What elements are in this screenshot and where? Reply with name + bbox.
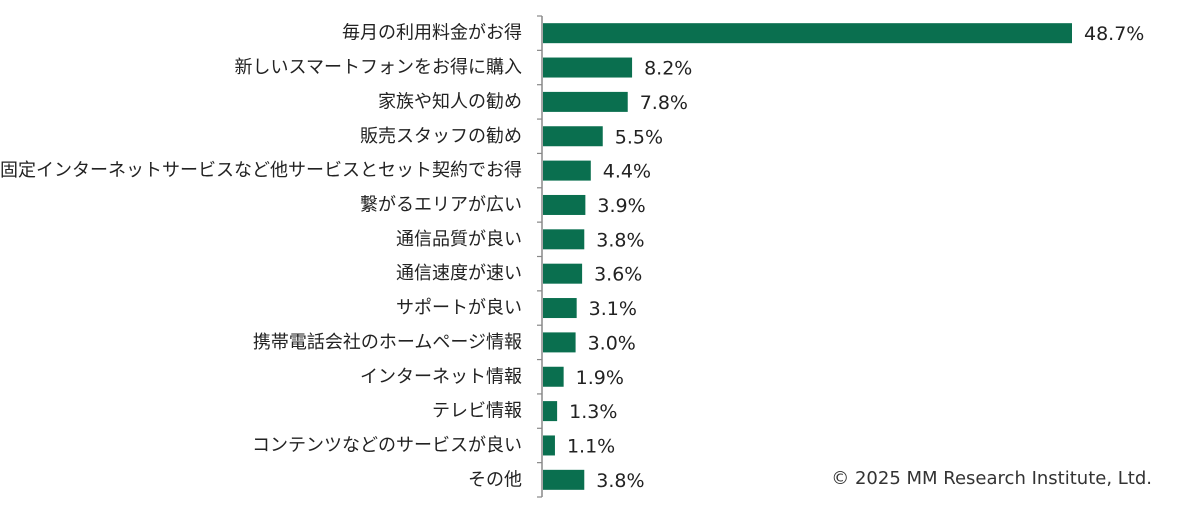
category-label: 通信速度が速い <box>396 263 522 284</box>
value-label: 3.1% <box>589 298 637 320</box>
value-label: 48.7% <box>1084 23 1144 45</box>
value-label: 1.1% <box>567 435 615 457</box>
bar <box>543 435 555 456</box>
bar <box>543 401 558 422</box>
category-label: インターネット情報 <box>360 366 522 387</box>
bar <box>543 366 564 387</box>
value-label: 7.8% <box>640 92 688 114</box>
copyright-notice: © 2025 MM Research Institute, Ltd. <box>831 468 1152 489</box>
bar <box>543 263 583 284</box>
bar <box>543 23 1072 44</box>
category-label: テレビ情報 <box>432 401 522 422</box>
bar <box>543 91 628 112</box>
category-label: その他 <box>468 469 522 490</box>
category-label: 新しいスマートフォンをお得に購入 <box>235 57 522 78</box>
value-label: 3.0% <box>588 332 636 354</box>
category-label: 毎月の利用料金がお得 <box>342 23 522 44</box>
value-label: 3.8% <box>596 229 644 251</box>
value-label: 8.2% <box>644 58 692 80</box>
category-label: サポートが良い <box>396 298 522 319</box>
bar <box>543 160 591 181</box>
category-label: 固定インターネットサービスなど他サービスとセット契約でお得 <box>0 160 522 181</box>
value-label: 3.8% <box>596 470 644 492</box>
value-label: 3.9% <box>597 195 645 217</box>
value-label: 1.9% <box>576 367 624 389</box>
value-label: 4.4% <box>603 161 651 183</box>
bar <box>543 229 585 250</box>
category-label: 家族や知人の勧め <box>378 91 522 112</box>
bar <box>543 332 576 353</box>
value-label: 5.5% <box>615 126 663 148</box>
value-label: 3.6% <box>594 264 642 286</box>
category-label: 携帯電話会社のホームページ情報 <box>253 332 522 353</box>
bar <box>543 298 577 319</box>
bar <box>543 126 603 147</box>
bar <box>543 57 633 78</box>
category-label: コンテンツなどのサービスが良い <box>252 435 522 456</box>
bar <box>543 194 586 215</box>
value-label: 1.3% <box>569 401 617 423</box>
category-label: 繋がるエリアが広い <box>360 194 522 215</box>
category-label: 販売スタッフの勧め <box>360 126 522 147</box>
category-label: 通信品質が良い <box>396 229 522 250</box>
bar <box>543 469 585 490</box>
